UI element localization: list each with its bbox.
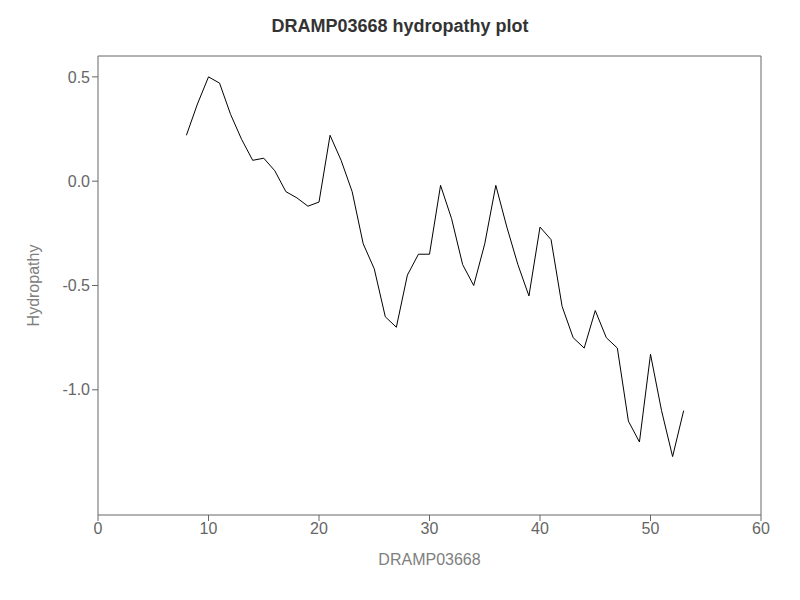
svg-text:20: 20	[310, 520, 328, 537]
svg-text:50: 50	[642, 520, 660, 537]
svg-text:-0.5: -0.5	[62, 277, 90, 294]
svg-text:0.0: 0.0	[68, 173, 90, 190]
svg-text:30: 30	[421, 520, 439, 537]
svg-text:Hydropathy: Hydropathy	[25, 245, 42, 327]
svg-text:40: 40	[531, 520, 549, 537]
svg-text:60: 60	[752, 520, 770, 537]
svg-text:0.5: 0.5	[68, 69, 90, 86]
svg-text:DRAMP03668: DRAMP03668	[378, 551, 480, 568]
svg-text:0: 0	[94, 520, 103, 537]
svg-text:-1.0: -1.0	[62, 381, 90, 398]
html-text:DRAMP03668 hydropathy plot: DRAMP03668 hydropathy plot	[271, 16, 529, 36]
svg-text:10: 10	[200, 520, 218, 537]
